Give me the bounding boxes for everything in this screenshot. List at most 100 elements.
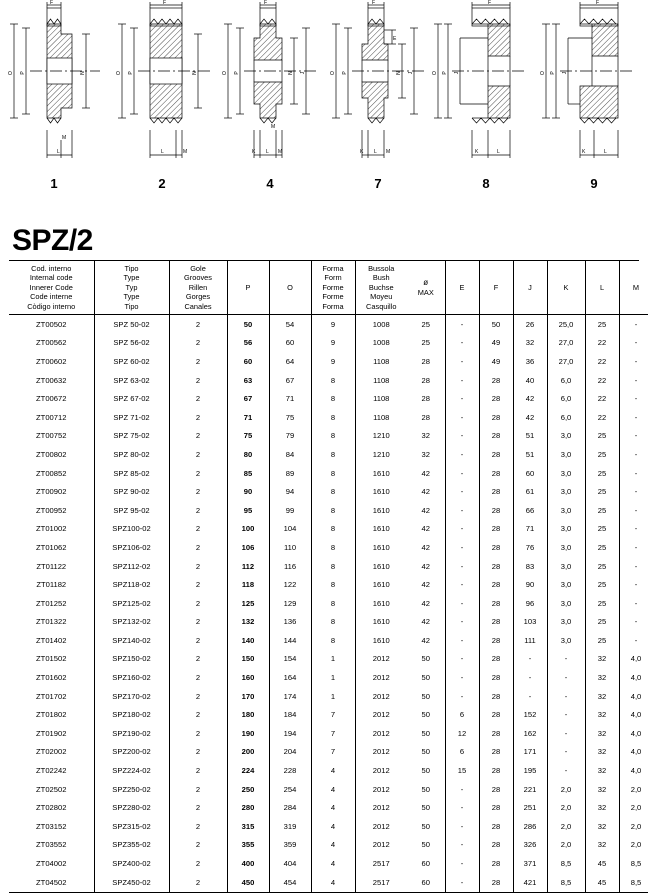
col-header-e: E [444,261,479,316]
cell-j: 152 [512,705,547,725]
cell-l: 22 [584,371,619,390]
cell-o: 174 [268,687,311,706]
cell-type: SPZ355-02 [93,835,169,855]
cell-omax: 42 [421,505,430,515]
cell-m: - [618,612,648,632]
table-row[interactable]: ZT02502 SPZ250-02 2 250 254 4 2012 50-28 221 2,0 3… [9,780,648,799]
cell-form: 4 [310,873,355,893]
svg-text:F: F [50,0,53,6]
cell-omax: 60 [421,859,430,868]
cell-grooves: 2 [168,743,227,762]
cell-type: SPZ200-02 [93,743,169,762]
cell-grooves: 2 [168,724,227,743]
datasheet-page: F O P N M L 1 [8,0,648,893]
cell-e: - [444,371,479,390]
cell-l: 45 [584,854,619,874]
cell-e: - [444,687,479,706]
cell-p: 50 [226,314,269,334]
cell-code: ZT01322 [36,617,67,627]
cell-e: - [444,314,479,334]
cell-omax: 50 [421,728,430,738]
cell-o: 99 [268,501,311,520]
cell-o: 60 [268,333,311,353]
cell-bush: 1610 [354,501,407,520]
cell-form: 9 [310,352,355,372]
table-row[interactable]: ZT02802 SPZ280-02 2 280 284 4 2012 50-28 251 2,0 3… [9,798,648,818]
cell-omax: 42 [421,524,430,534]
table-row[interactable]: ZT01002 SPZ100-02 2 100 104 8 1610 42-28 71 3,0 25… [9,519,648,539]
cell-type: SPZ 90-02 [93,482,169,502]
cell-type: SPZ150-02 [93,650,169,669]
table-row[interactable]: ZT01182 SPZ118-02 2 118 122 8 1610 42-28 90 3,0 25… [9,575,648,595]
cell-p: 315 [226,817,269,836]
table-row[interactable]: ZT00562 SPZ 56-02 2 56 60 9 1008 25-49 32 27,0 22-… [9,333,648,353]
table-row[interactable]: ZT01502 SPZ150-02 2 150 154 1 2012 50-28- -32 4,0… [9,650,648,669]
cell-form: 8 [310,445,355,465]
form-9-drawing: F O P J K L [540,0,632,158]
table-row[interactable]: ZT01902 SPZ190-02 2 190 194 7 2012 50 12 28 162-32… [9,724,648,743]
table-row[interactable]: ZT01062 SPZ106-02 2 106 110 8 1610 42-28 76 3,0 25… [9,538,648,558]
table-row[interactable]: ZT01602 SPZ160-02 2 160 164 1 2012 50-28- -32 4,0… [9,668,648,688]
cell-o: 404 [268,854,311,874]
table-row[interactable]: ZT01322 SPZ132-02 2 132 136 8 1610 42-28 103 3,0 2… [9,612,648,632]
table-row[interactable]: ZT01122 SPZ112-02 2 112 116 8 1610 42-28 83 3,0 25… [9,557,648,576]
table-row[interactable]: ZT00602 SPZ 60-02 2 60 64 9 1108 28-49 36 27,0 22-… [9,352,648,372]
cell-k: 2,0 [546,835,585,855]
cell-f: 28 [478,817,513,836]
table-row[interactable]: ZT03552 SPZ355-02 2 355 359 4 2012 50-28 326 2,0 3… [9,835,648,855]
table-row[interactable]: ZT04002 SPZ400-02 2 400 404 4 2517 60-28 371 8,5 4… [9,854,648,874]
svg-text:F: F [163,0,166,6]
cell-omax: 50 [421,710,430,720]
table-row[interactable]: ZT02242 SPZ224-02 2 224 228 4 2012 50 15 28 195-32… [9,761,648,781]
cell-k: 3,0 [546,482,585,502]
cell-o: 116 [268,557,311,576]
table-row[interactable]: ZT02002 SPZ200-02 2 200 204 7 2012 50 6 28 171-32 4… [9,743,648,762]
cell-m: 2,0 [618,780,648,799]
table-row[interactable]: ZT00502 SPZ 50-02 2 50 54 9 1008 25-50 26 25,0 25-… [9,314,648,334]
cell-m: - [618,314,648,334]
cell-j: - [512,687,547,706]
svg-text:P: P [442,71,448,75]
cell-type: SPZ125-02 [93,594,169,613]
table-row[interactable]: ZT03152 SPZ315-02 2 315 319 4 2012 50-28 286 2,0 3… [9,817,648,836]
cell-bush: 1008 [354,314,407,334]
table-row[interactable]: ZT04502 SPZ450-02 2 450 454 4 2517 60-28 421 8,5 4… [9,873,648,893]
cell-code: ZT00602 [36,356,67,366]
cell-o: 228 [268,761,311,781]
cell-grooves: 2 [168,426,227,446]
cell-f: 28 [478,668,513,688]
cell-p: 180 [226,705,269,725]
cell-code: ZT01122 [36,561,67,571]
cell-f: 28 [478,371,513,390]
cell-j: 111 [512,631,547,651]
table-row[interactable]: ZT01702 SPZ170-02 2 170 174 1 2012 50-28- -32 4,0… [9,687,648,706]
col-header-grooves: Gole Grooves Rillen Gorges Canales [168,261,227,316]
cell-bush: 1108 [354,371,407,390]
table-row[interactable]: ZT01402 SPZ140-02 2 140 144 8 1610 42-28 111 3,0 2… [9,631,648,651]
svg-text:F: F [264,0,267,6]
cell-e: - [444,780,479,799]
table-row[interactable]: ZT01802 SPZ180-02 2 180 184 7 2012 50 6 28 152-32 4… [9,705,648,725]
table-row[interactable]: ZT01252 SPZ125-02 2 125 129 8 1610 42-28 96 3,0 25… [9,594,648,613]
form-7-drawing: F O P E N J K L M [330,0,424,158]
cell-o: 79 [268,426,311,446]
cell-grooves: 2 [168,668,227,688]
cell-form: 8 [310,426,355,446]
cell-j: 32 [512,333,547,353]
cell-j: 51 [512,445,547,465]
cell-code: ZT01252 [36,598,67,608]
cell-k: 3,0 [546,445,585,465]
cell-e: - [444,352,479,372]
cell-k: - [546,687,585,706]
cell-p: 112 [226,557,269,576]
spec-table: Cod. interno Internal code Innerer Code … [9,261,648,893]
cell-f: 28 [478,501,513,520]
